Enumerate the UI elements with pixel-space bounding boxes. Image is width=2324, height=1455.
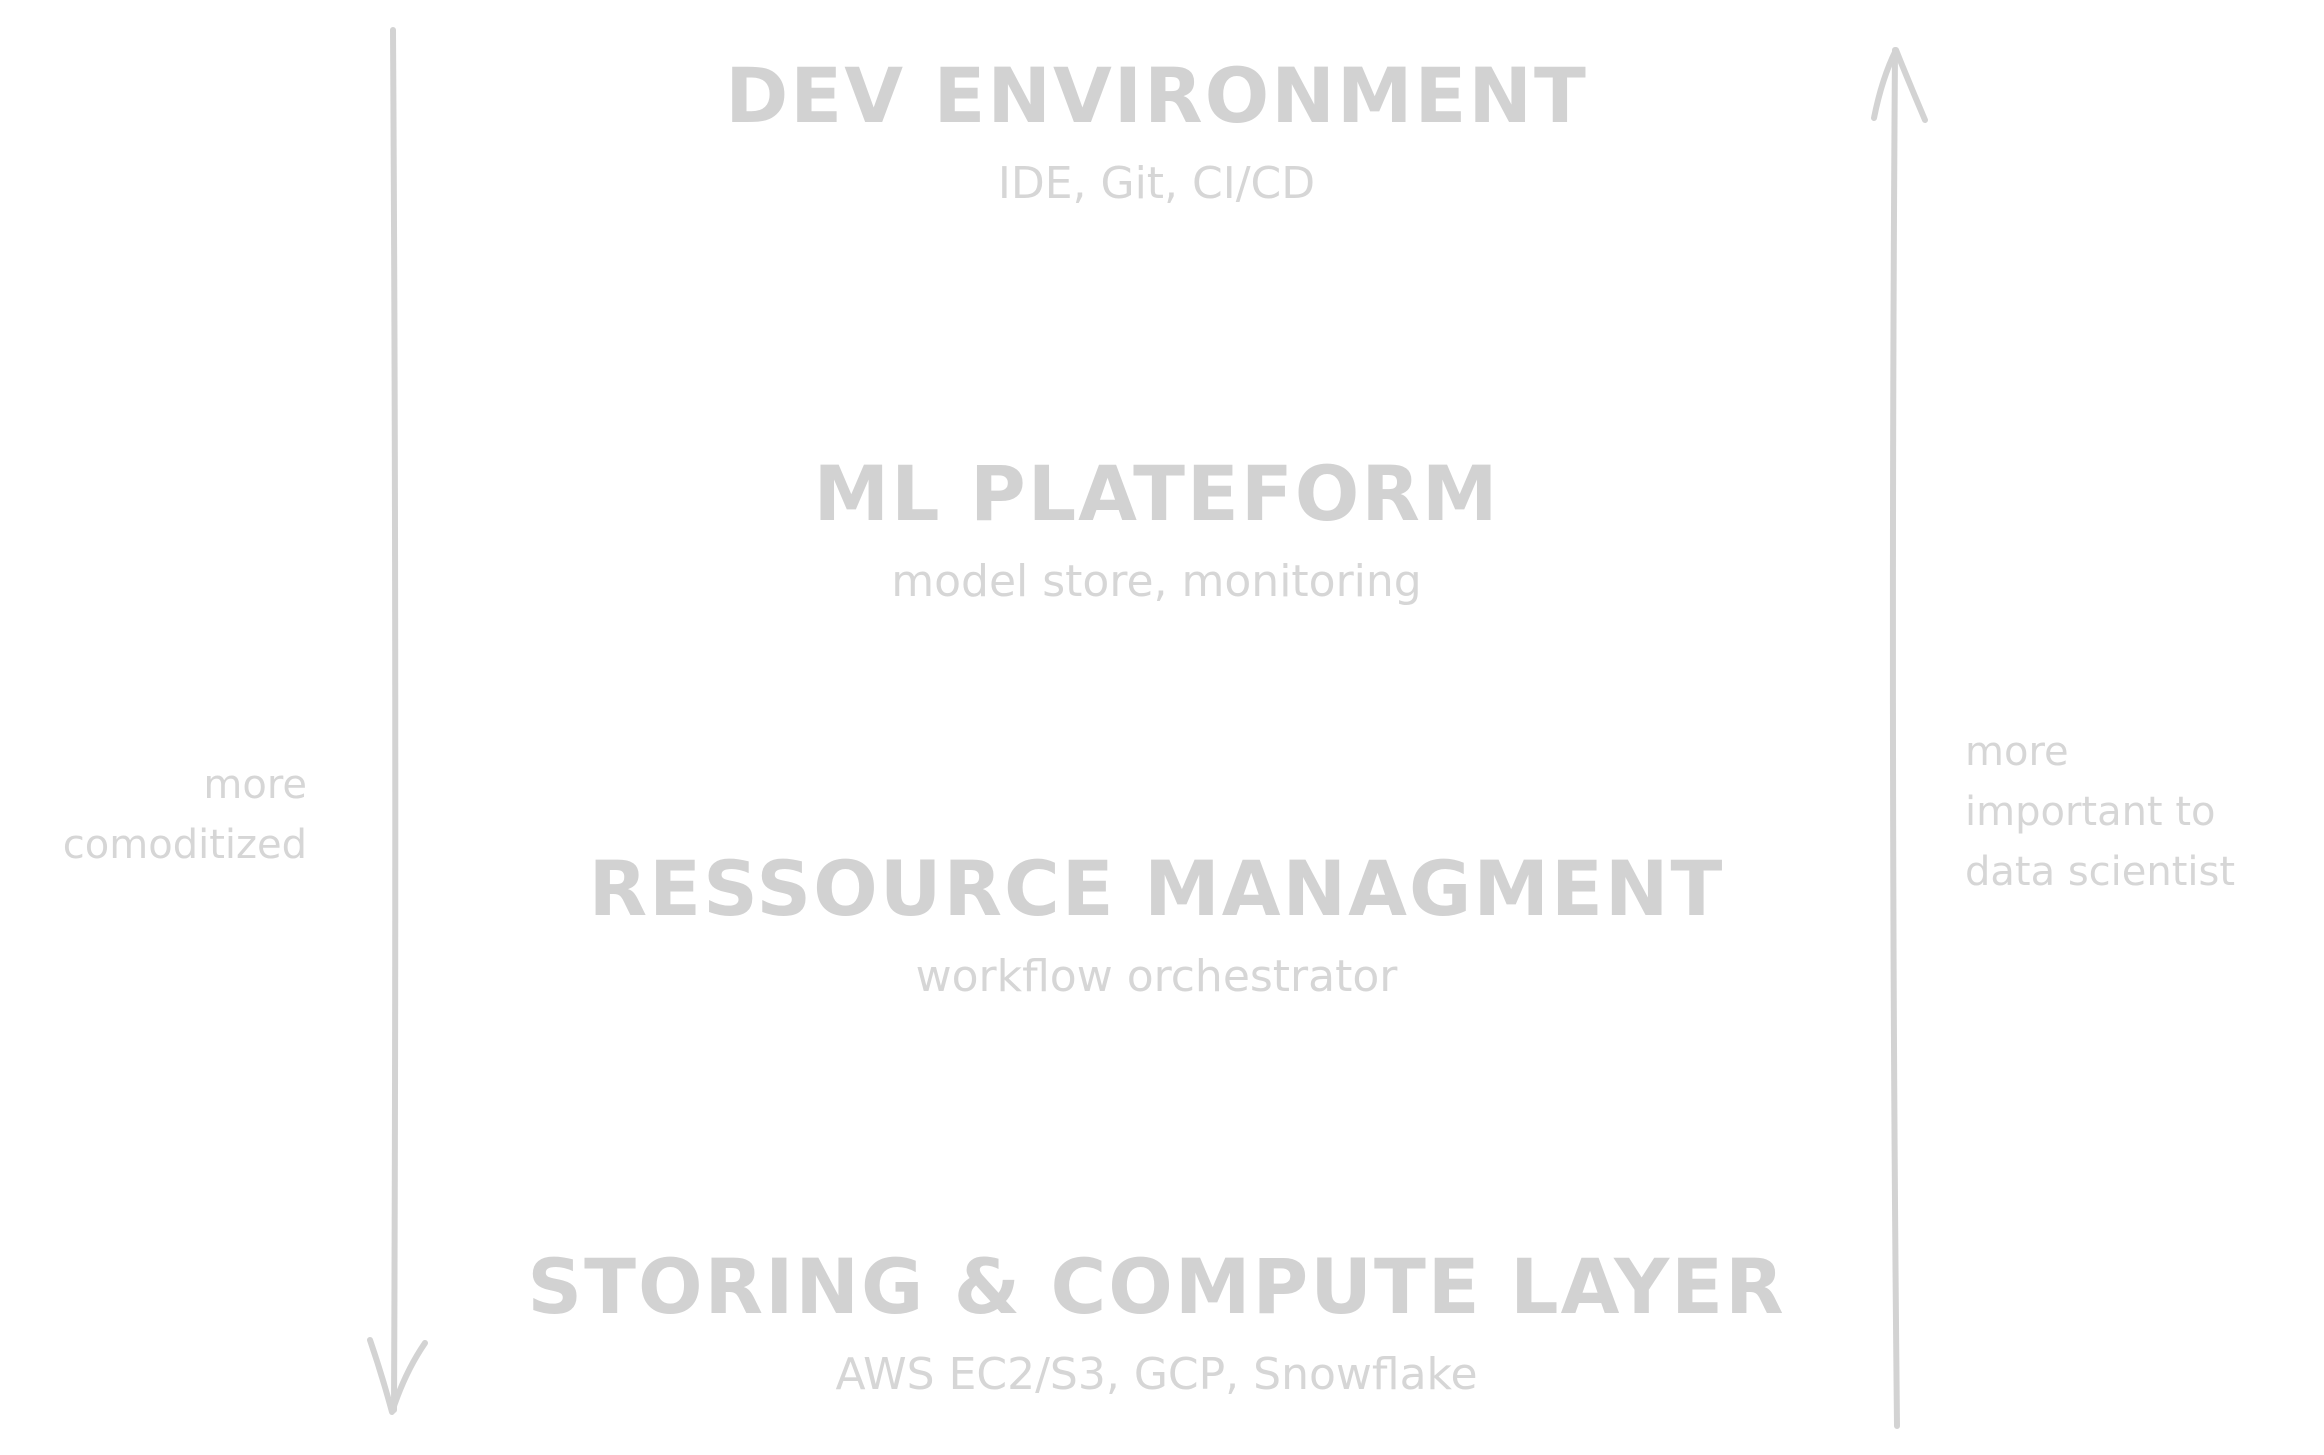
layer-ressource-managment: RESSOURCE MANAGMENT workflow orchestrato… — [500, 851, 1813, 999]
layer-subtitle: workflow orchestrator — [915, 951, 1398, 1002]
layer-title: STORING & COMPUTE LAYER — [527, 1242, 1786, 1331]
left-axis-note-line: more — [203, 762, 307, 808]
layer-subtitle: AWS EC2/S3, GCP, Snowflake — [835, 1349, 1478, 1400]
layer-subtitle: IDE, Git, CI/CD — [997, 158, 1316, 209]
layer-title: DEV ENVIRONMENT — [725, 51, 1588, 140]
left-axis-note: more comoditized — [63, 755, 307, 875]
right-axis-note-line: more — [1965, 729, 2069, 775]
right-axis-note-line: important to — [1965, 789, 2216, 835]
right-axis-note: more important to data scientist — [1965, 722, 2235, 902]
right-axis-note-line: data scientist — [1965, 849, 2236, 895]
layer-dev-environment: DEV ENVIRONMENT IDE, Git, CI/CD — [500, 58, 1813, 206]
left-axis-note-line: comoditized — [62, 822, 307, 868]
right-up-arrow-shaft — [1889, 47, 1900, 1429]
layer-ml-plateform: ML PLATEFORM model store, monitoring — [500, 456, 1813, 604]
left-down-arrow-shaft — [390, 27, 399, 1413]
layer-storing-compute: STORING & COMPUTE LAYER AWS EC2/S3, GCP,… — [500, 1249, 1813, 1397]
layer-title: ML PLATEFORM — [813, 449, 1500, 538]
left-down-arrow-head — [367, 1337, 428, 1415]
right-up-arrow-head — [1871, 47, 1928, 123]
layer-subtitle: model store, monitoring — [891, 556, 1422, 607]
layer-title: RESSOURCE MANAGMENT — [588, 844, 1725, 933]
